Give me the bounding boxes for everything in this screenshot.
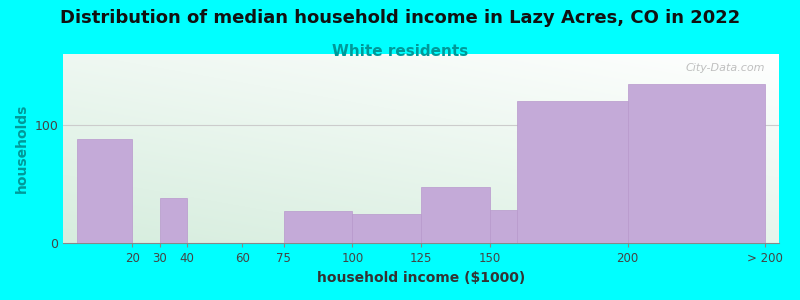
Bar	[490, 210, 518, 243]
Bar	[352, 214, 421, 243]
Bar	[421, 187, 490, 243]
Bar	[518, 101, 627, 243]
Text: Distribution of median household income in Lazy Acres, CO in 2022: Distribution of median household income …	[60, 9, 740, 27]
X-axis label: household income ($1000): household income ($1000)	[317, 271, 526, 285]
Bar	[627, 84, 766, 243]
Text: City-Data.com: City-Data.com	[685, 64, 765, 74]
Y-axis label: households: households	[15, 104, 29, 194]
Bar	[283, 212, 352, 243]
Bar	[160, 198, 187, 243]
Text: White residents: White residents	[332, 44, 468, 59]
Bar	[77, 139, 132, 243]
